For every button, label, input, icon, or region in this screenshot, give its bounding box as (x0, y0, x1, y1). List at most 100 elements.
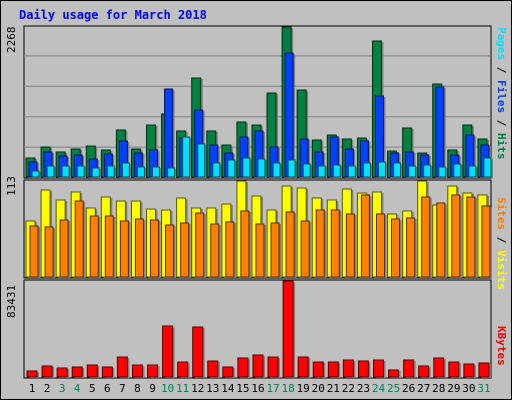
bar-pages (468, 165, 477, 178)
x-tick-label: 9 (149, 382, 156, 395)
bar-pages (423, 164, 432, 178)
top-panel-ymax-label: 2268 (5, 26, 18, 54)
x-tick-label: 14 (221, 382, 235, 395)
bar-sites (391, 218, 401, 278)
bar-pages (393, 162, 402, 178)
bar-pages (483, 157, 492, 178)
bar-sites (285, 211, 295, 278)
bar-kbytes (403, 359, 415, 378)
bottom-panel-ymax-label: 83431 (5, 284, 18, 318)
bar-kbytes (418, 365, 430, 378)
bar-sites (134, 218, 144, 278)
bar-kbytes (297, 356, 309, 378)
bar-kbytes (448, 361, 460, 378)
x-tick-label: 30 (462, 382, 475, 395)
legend-separator: / (495, 113, 508, 133)
bar-pages (31, 170, 40, 178)
x-tick-label: 18 (282, 382, 295, 395)
bar-sites (481, 205, 491, 278)
middle-panel-legend: Sites / Visits (495, 197, 508, 290)
bar-pages (136, 166, 145, 178)
x-tick-label: 21 (327, 382, 340, 395)
bar-sites (74, 200, 84, 278)
bar-pages (347, 165, 356, 178)
x-tick-label: 13 (206, 382, 219, 395)
bar-files (435, 86, 445, 178)
legend-kbytes: KBytes (495, 326, 508, 366)
legend-visits: Visits (495, 250, 508, 290)
bar-pages (106, 165, 115, 178)
x-tick-label: 26 (402, 382, 415, 395)
middle-panel-ymax-label: 113 (5, 176, 18, 196)
bar-sites (451, 194, 461, 278)
bar-kbytes (463, 363, 475, 378)
bar-kbytes (252, 354, 264, 378)
legend-separator: / (495, 230, 508, 250)
bar-sites (330, 209, 340, 278)
x-tick-label: 24 (372, 382, 386, 395)
bar-sites (29, 225, 39, 278)
x-tick-label: 12 (191, 382, 204, 395)
bar-kbytes (327, 361, 339, 378)
chart-title: Daily usage for March 2018 (19, 8, 207, 22)
bar-sites (270, 222, 280, 278)
bar-pages (302, 163, 311, 178)
bar-sites (436, 202, 446, 278)
bar-kbytes (177, 361, 189, 378)
bar-sites (180, 222, 190, 278)
x-tick-label: 1 (29, 382, 36, 395)
x-tick-label: 3 (59, 382, 66, 395)
x-tick-labels: 1 2 3 4 5 6 7 8 9 10 11 12 13 14 15 16 17 18 19 20 21 22 23 24 2… (29, 382, 491, 395)
bar-sites (406, 217, 416, 278)
bar-sites (44, 226, 54, 278)
bar-files (164, 88, 174, 178)
bar-pages (46, 165, 55, 178)
x-tick-label: 8 (134, 382, 141, 395)
bar-pages (197, 143, 206, 178)
bar-sites (150, 219, 160, 278)
bar-kbytes (86, 364, 98, 378)
bar-pages (272, 162, 281, 178)
bar-kbytes (357, 360, 369, 378)
legend-sites: Sites (495, 197, 508, 231)
bar-sites (300, 220, 310, 278)
bar-kbytes (372, 359, 384, 378)
bar-kbytes (433, 357, 445, 378)
bar-kbytes (192, 326, 204, 378)
bar-pages (438, 166, 447, 178)
bar-kbytes (101, 366, 113, 378)
bar-kbytes (282, 280, 294, 378)
bar-kbytes (116, 356, 128, 378)
x-tick-label: 17 (266, 382, 279, 395)
bar-sites (360, 194, 370, 278)
bar-kbytes (267, 356, 279, 378)
bar-pages (212, 162, 221, 178)
x-tick-label: 28 (432, 382, 445, 395)
x-tick-label: 5 (89, 382, 96, 395)
bar-sites (255, 223, 265, 278)
x-tick-label: 25 (387, 382, 400, 395)
x-tick-label: 4 (74, 382, 81, 395)
bar-kbytes (56, 367, 68, 378)
bar-pages (167, 167, 176, 178)
bar-sites (195, 212, 205, 278)
x-tick-label: 29 (447, 382, 460, 395)
bar-pages (121, 162, 130, 178)
bar-kbytes (222, 366, 234, 378)
bar-pages (453, 163, 462, 178)
legend-pages: Pages (495, 27, 508, 61)
bar-files (284, 52, 294, 178)
bar-pages (362, 162, 371, 178)
bar-kbytes (312, 361, 324, 378)
bar-pages (152, 166, 161, 178)
bar-pages (377, 161, 386, 178)
bar-sites (119, 220, 129, 278)
bar-kbytes (342, 359, 354, 378)
bar-kbytes (237, 357, 249, 378)
bar-kbytes (162, 325, 174, 378)
bar-pages (332, 164, 341, 178)
bar-pages (408, 165, 417, 178)
bar-sites (165, 224, 175, 278)
x-tick-label: 11 (176, 382, 189, 395)
